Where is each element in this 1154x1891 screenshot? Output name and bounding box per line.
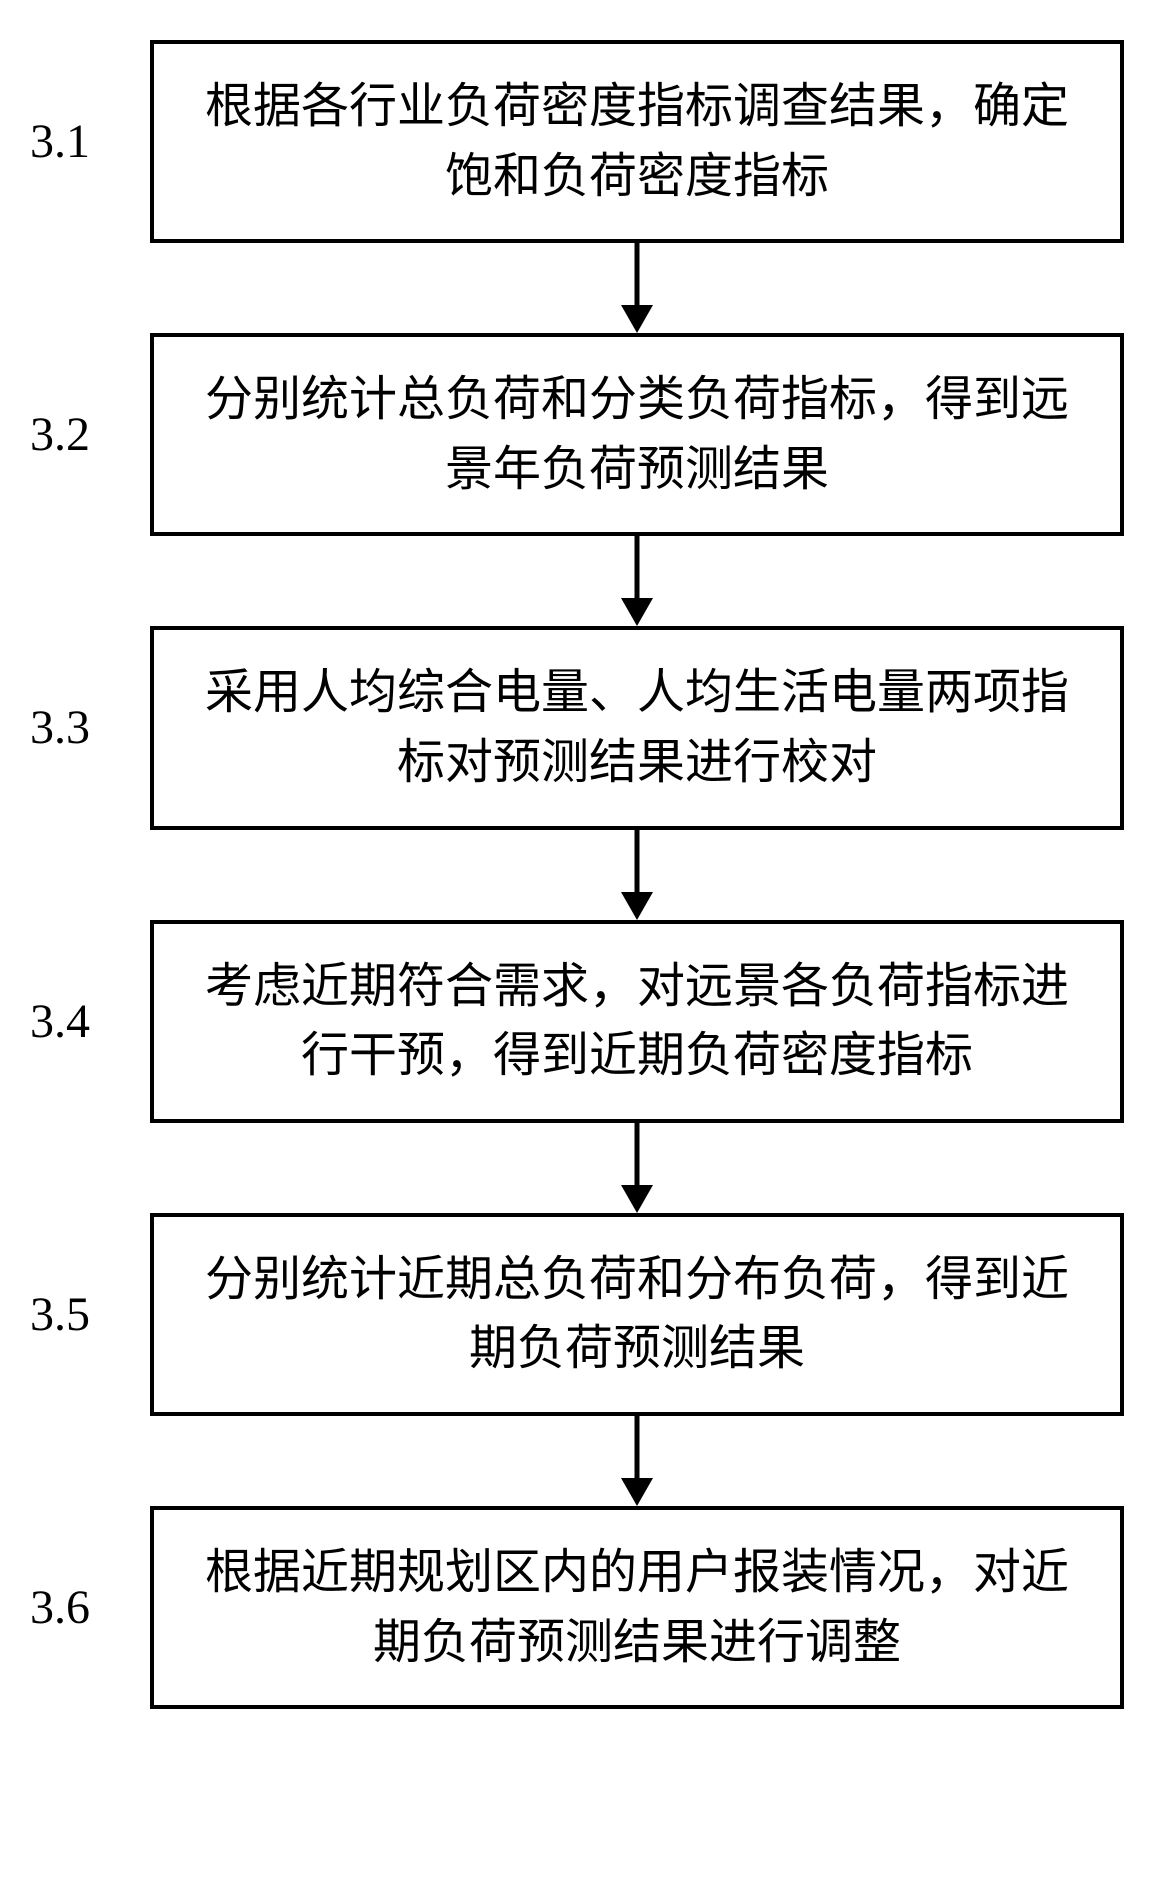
- step-label: 3.1: [30, 114, 150, 169]
- step-box: 分别统计近期总负荷和分布负荷，得到近期负荷预测结果: [150, 1213, 1124, 1416]
- step-label: 3.4: [30, 994, 150, 1049]
- flow-step-2: 3.2 分别统计总负荷和分类负荷指标，得到远景年负荷预测结果: [30, 333, 1124, 536]
- arrow-down-icon: [617, 243, 657, 333]
- arrow-down-icon: [617, 1123, 657, 1213]
- flow-step-6: 3.6 根据近期规划区内的用户报装情况，对近期负荷预测结果进行调整: [30, 1506, 1124, 1709]
- step-box: 考虑近期符合需求，对远景各负荷指标进行干预，得到近期负荷密度指标: [150, 920, 1124, 1123]
- flow-step-1: 3.1 根据各行业负荷密度指标调查结果，确定饱和负荷密度指标: [30, 40, 1124, 243]
- step-label: 3.2: [30, 407, 150, 462]
- arrow-wrap: [30, 1416, 1124, 1506]
- arrow-down-icon: [617, 1416, 657, 1506]
- step-box: 根据各行业负荷密度指标调查结果，确定饱和负荷密度指标: [150, 40, 1124, 243]
- arrow-down-icon: [617, 830, 657, 920]
- step-box: 根据近期规划区内的用户报装情况，对近期负荷预测结果进行调整: [150, 1506, 1124, 1709]
- step-label: 3.6: [30, 1580, 150, 1635]
- step-label: 3.5: [30, 1287, 150, 1342]
- flow-step-5: 3.5 分别统计近期总负荷和分布负荷，得到近期负荷预测结果: [30, 1213, 1124, 1416]
- arrow-down-icon: [617, 536, 657, 626]
- flow-step-4: 3.4 考虑近期符合需求，对远景各负荷指标进行干预，得到近期负荷密度指标: [30, 920, 1124, 1123]
- arrow-wrap: [30, 536, 1124, 626]
- flow-step-3: 3.3 采用人均综合电量、人均生活电量两项指标对预测结果进行校对: [30, 626, 1124, 829]
- step-box: 分别统计总负荷和分类负荷指标，得到远景年负荷预测结果: [150, 333, 1124, 536]
- flowchart-container: 3.1 根据各行业负荷密度指标调查结果，确定饱和负荷密度指标 3.2 分别统计总…: [30, 40, 1124, 1709]
- step-box: 采用人均综合电量、人均生活电量两项指标对预测结果进行校对: [150, 626, 1124, 829]
- step-label: 3.3: [30, 700, 150, 755]
- arrow-wrap: [30, 243, 1124, 333]
- arrow-wrap: [30, 830, 1124, 920]
- arrow-wrap: [30, 1123, 1124, 1213]
